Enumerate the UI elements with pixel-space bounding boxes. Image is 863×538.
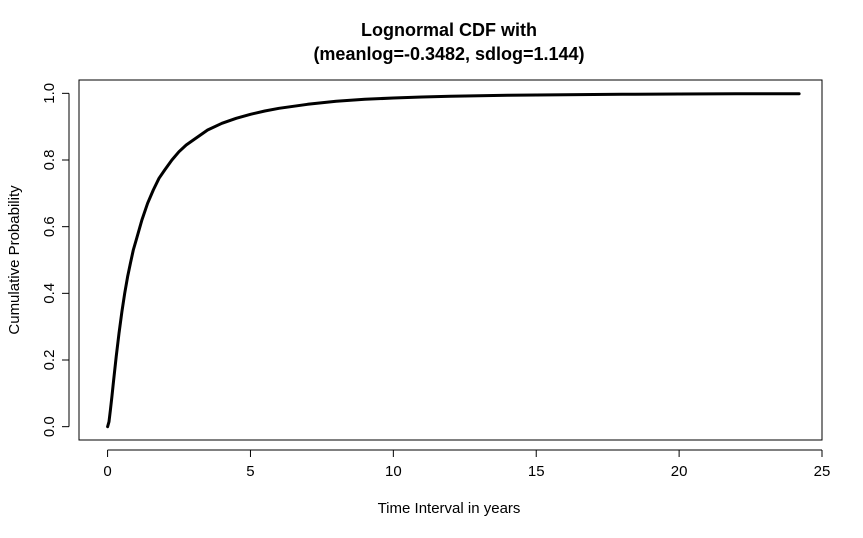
series-layer [106,92,801,429]
y-tick-label: 0.6 [41,216,58,237]
y-tick-label: 0.2 [41,350,58,371]
y-tick-label: 0.0 [41,416,58,437]
x-tick-label: 5 [246,463,254,480]
y-tick-label: 1.0 [41,83,58,104]
y-tick-label: 0.4 [41,283,58,304]
x-tick-label: 25 [814,463,831,480]
x-axis-label: Time Interval in years [378,500,521,517]
y-axis-label: Cumulative Probability [6,185,23,335]
x-tick-label: 10 [385,463,402,480]
chart-title: Lognormal CDF with [361,20,537,40]
y-tick-label: 0.8 [41,150,58,171]
y-axis: 0.0 0.2 0.4 0.6 0.8 1.0 [41,83,70,437]
x-tick-label: 15 [528,463,545,480]
x-tick-label: 0 [103,463,111,480]
cdf-curve [106,92,801,429]
plot-frame [78,79,823,441]
x-axis: 0 5 10 15 20 25 [103,449,831,480]
x-tick-label: 20 [671,463,688,480]
chart-subtitle: (meanlog=-0.3482, sdlog=1.144) [313,44,584,64]
